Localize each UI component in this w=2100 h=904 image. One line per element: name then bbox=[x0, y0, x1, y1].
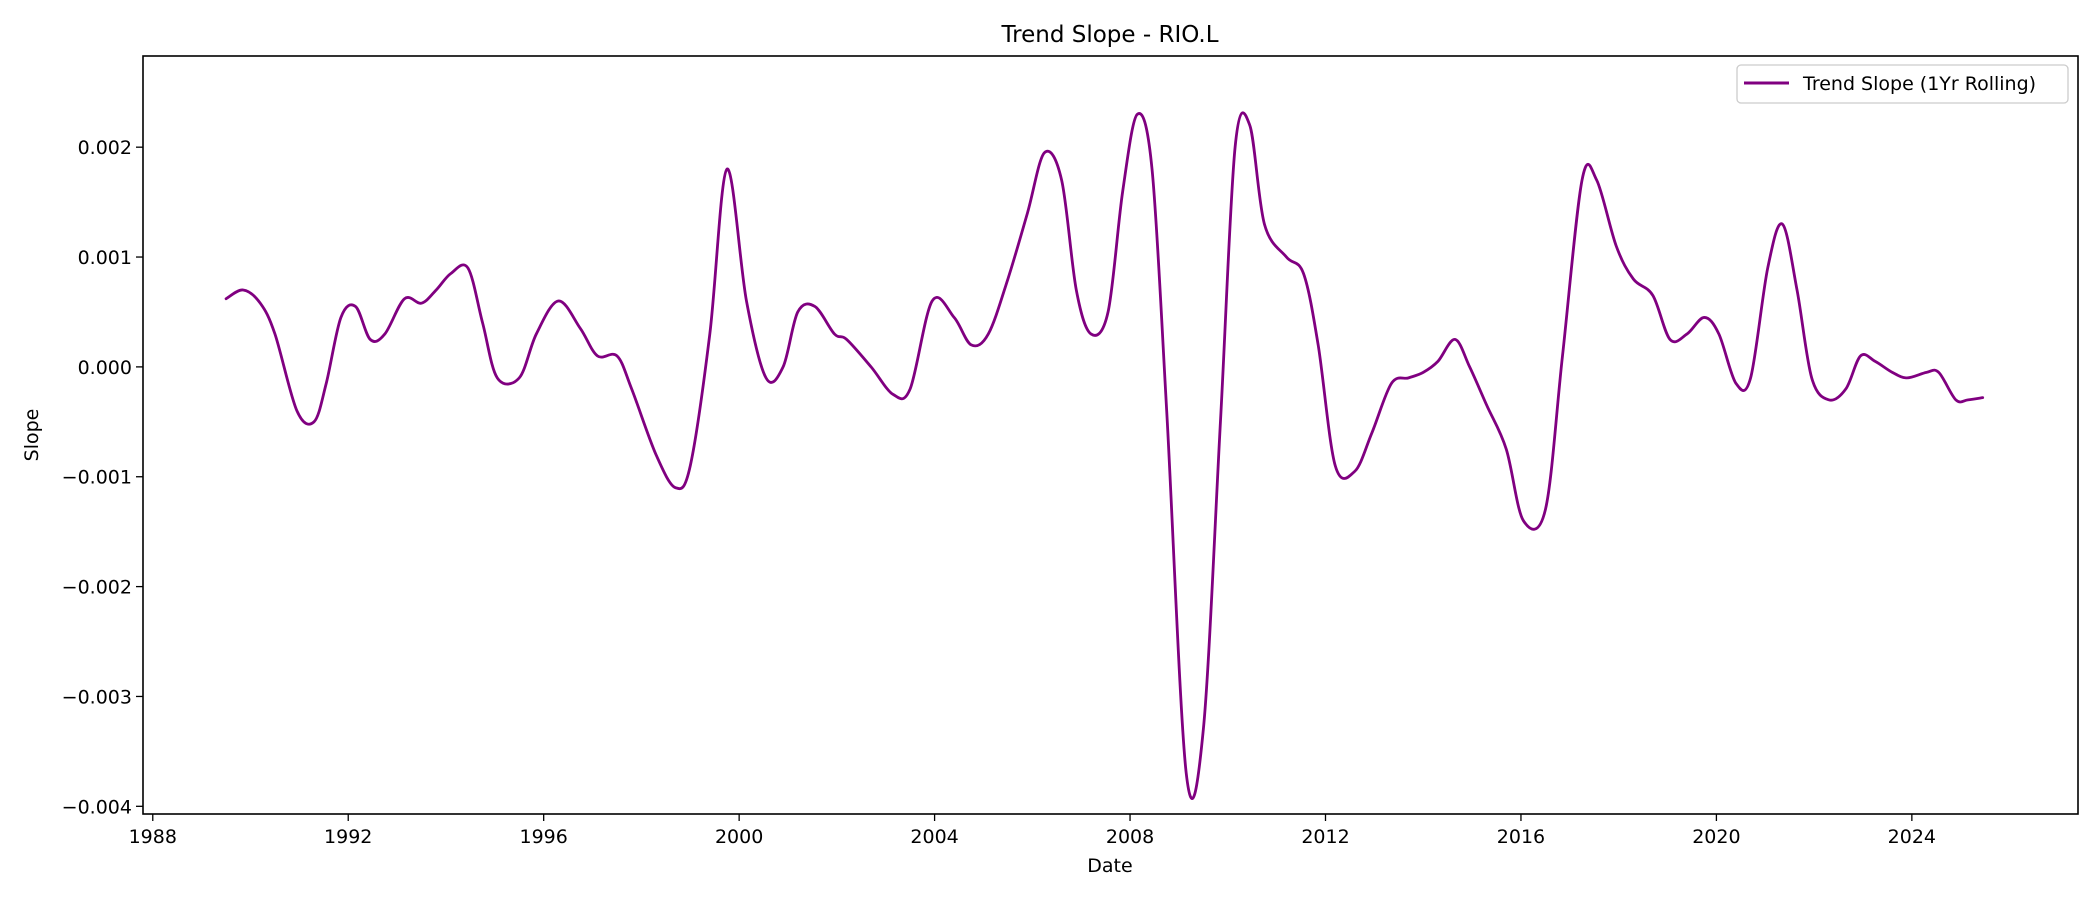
y-tick-label: −0.002 bbox=[62, 577, 132, 599]
y-tick-label: −0.003 bbox=[62, 686, 132, 708]
y-axis-label: Slope bbox=[21, 409, 43, 462]
legend-box bbox=[1736, 64, 2069, 104]
y-tick-label: 0.002 bbox=[78, 137, 132, 159]
x-tick-label: 1992 bbox=[324, 826, 372, 848]
x-tick-label: 2016 bbox=[1497, 826, 1545, 848]
axes-frame bbox=[142, 55, 2079, 815]
x-axis-ticks: 1988 1992 1996 2000 2004 2008 2012 2016 2020 2024 bbox=[129, 814, 1936, 848]
y-tick-label: −0.001 bbox=[62, 467, 132, 489]
x-tick-label: 2012 bbox=[1301, 826, 1349, 848]
y-axis-ticks: −0.004 −0.003 −0.002 −0.001 0.000 0.001 0.002 bbox=[62, 137, 143, 818]
chart-title: Trend Slope - RIO.L bbox=[1000, 22, 1218, 48]
x-axis-label: Date bbox=[1087, 855, 1132, 877]
y-tick-label: 0.000 bbox=[78, 357, 132, 379]
x-tick-label: 2000 bbox=[715, 826, 763, 848]
plot-area bbox=[224, 111, 1985, 800]
x-tick-label: 2020 bbox=[1692, 826, 1740, 848]
y-tick-label: 0.001 bbox=[78, 247, 132, 269]
legend: Trend Slope (1Yr Rolling) bbox=[1736, 64, 2069, 104]
x-tick-label: 1996 bbox=[520, 826, 568, 848]
y-tick-label: −0.004 bbox=[62, 796, 132, 818]
x-tick-label: 2004 bbox=[910, 826, 958, 848]
x-tick-label: 2008 bbox=[1106, 826, 1154, 848]
series-line-0 bbox=[224, 111, 1985, 800]
legend-label: Trend Slope (1Yr Rolling) bbox=[1802, 73, 2036, 95]
x-tick-label: 2024 bbox=[1888, 826, 1936, 848]
x-tick-label: 1988 bbox=[129, 826, 177, 848]
